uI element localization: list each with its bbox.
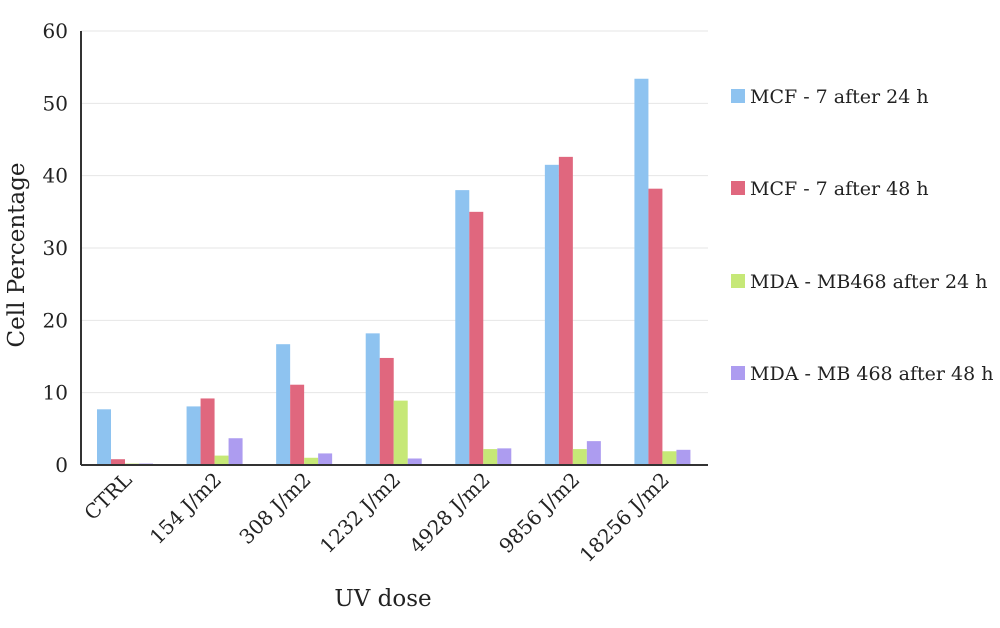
- bar: [276, 344, 291, 465]
- bar: [662, 451, 677, 465]
- bar: [544, 164, 559, 466]
- x-axis-title: UV dose: [334, 586, 431, 612]
- y-tick-label: 40: [43, 164, 68, 188]
- y-tick-labels: 0 10 20 30 40 50 60: [43, 19, 68, 477]
- bar: [214, 455, 229, 465]
- y-axis-title: Cell Percentage: [4, 163, 30, 348]
- bar: [228, 438, 243, 465]
- grid-lines: [81, 30, 708, 394]
- bar: [676, 449, 691, 465]
- bar: [111, 459, 125, 465]
- bar: [304, 457, 319, 465]
- legend-label: MCF - 7 after 48 h: [750, 178, 929, 200]
- bar: [407, 458, 422, 465]
- y-tick-label: 10: [43, 381, 68, 405]
- x-tick-label: 4928 J/m2: [405, 468, 495, 558]
- bar: [497, 448, 512, 465]
- bar: [572, 449, 587, 465]
- x-tick-label: 154 J/m2: [145, 468, 226, 549]
- legend-label: MCF - 7 after 24 h: [750, 86, 929, 108]
- y-tick-label: 60: [43, 19, 68, 43]
- bar: [393, 400, 408, 465]
- legend-swatch: [731, 181, 745, 195]
- x-tick-label: CTRL: [79, 468, 136, 525]
- bar: [483, 449, 498, 465]
- legend: MCF - 7 after 24 h MCF - 7 after 48 h MDA …: [731, 86, 993, 385]
- legend-swatch: [731, 366, 745, 380]
- x-tick-label: 308 J/m2: [234, 468, 315, 549]
- x-tick-label: 1232 J/m2: [315, 468, 405, 558]
- y-tick-label: 30: [43, 236, 68, 260]
- legend-swatch: [731, 89, 745, 103]
- y-tick-label: 20: [43, 308, 68, 332]
- bars: [97, 78, 691, 466]
- bar: [290, 384, 305, 465]
- bar: [586, 441, 601, 465]
- bar: [97, 409, 111, 465]
- y-tick-label: 50: [43, 91, 68, 115]
- x-tick-labels: CTRL 154 J/m2 308 J/m2 1232 J/m2 4928 J/m2 98…: [79, 468, 674, 567]
- x-tick-label: 18256 J/m2: [575, 468, 674, 567]
- bar: [365, 333, 380, 465]
- y-tick-label: 0: [55, 453, 68, 477]
- bar: [318, 453, 333, 465]
- legend-label: MDA - MB 468 after 48 h: [750, 363, 993, 385]
- legend-label: MDA - MB468 after 24 h: [750, 271, 987, 293]
- bar: [200, 398, 215, 465]
- legend-swatch: [731, 274, 745, 288]
- axes: [80, 31, 708, 466]
- bar: [186, 406, 201, 465]
- bar: [558, 156, 573, 466]
- bar: [469, 211, 484, 465]
- bar: [634, 78, 649, 466]
- bar: [455, 190, 470, 465]
- bar: [648, 188, 663, 466]
- bar: [379, 357, 394, 465]
- x-tick-label: 9856 J/m2: [494, 468, 584, 558]
